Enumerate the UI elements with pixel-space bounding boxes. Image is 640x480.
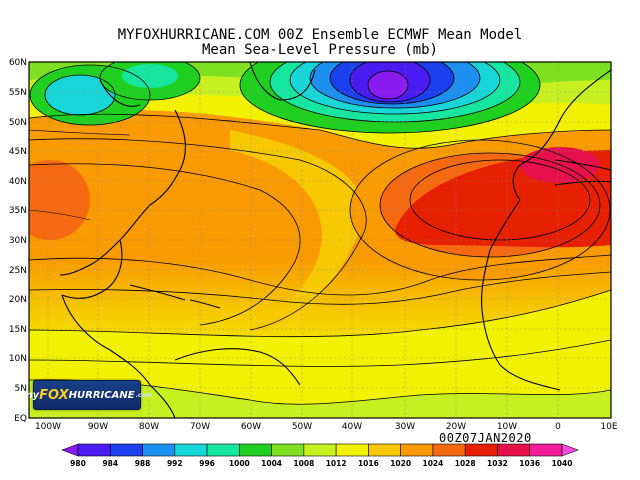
pressure-colorbar: 980 984 988 992 996 1000 1004 1008 1012 1016 1020 1…	[61, 443, 579, 468]
colorbar-label: 988	[135, 459, 151, 468]
colorbar-label: 1000	[229, 459, 250, 468]
colorbar-label: 984	[102, 459, 118, 468]
lat-label: 30N	[9, 236, 27, 246]
lon-label: 90W	[88, 422, 108, 432]
colorbar-swatch	[400, 443, 434, 457]
colorbar-label: 1004	[261, 459, 282, 468]
colorbar-label: 992	[167, 459, 183, 468]
colorbar-label: 980	[70, 459, 86, 468]
lat-label: EQ	[14, 414, 27, 424]
colorbar-label: 1012	[326, 459, 347, 468]
colorbar-label: 996	[199, 459, 215, 468]
lat-label: 40N	[9, 177, 27, 187]
lat-label: 55N	[9, 88, 27, 98]
lon-label: 30W	[395, 422, 415, 432]
lat-label: 20N	[9, 295, 27, 305]
coastlines	[29, 62, 611, 418]
lon-label: 40W	[342, 422, 362, 432]
colorbar-swatch	[368, 443, 401, 457]
lat-label: 35N	[9, 206, 27, 216]
colorbar-swatch	[77, 443, 111, 457]
lon-label: 0	[555, 422, 561, 432]
colorbar-swatch	[174, 443, 208, 457]
lat-label: 60N	[9, 58, 27, 68]
lon-label: 100W	[35, 422, 61, 432]
colorbar-label: 1036	[519, 459, 540, 468]
colorbar-swatch	[303, 443, 337, 457]
colorbar-swatch	[497, 443, 531, 457]
colorbar-arrow-high	[561, 443, 579, 457]
colorbar-label: 1032	[487, 459, 508, 468]
lat-label: 25N	[9, 266, 27, 276]
lon-label: 70W	[190, 422, 210, 432]
colorbar-swatch	[529, 443, 563, 457]
lat-label: 50N	[9, 118, 27, 128]
logo-suffix: HURRICANE	[68, 389, 135, 401]
model-run-timestamp: 00Z07JAN2020	[439, 431, 532, 445]
colorbar-label: 1028	[455, 459, 476, 468]
colorbar-label: 1016	[358, 459, 379, 468]
colorbar-swatch	[464, 443, 498, 457]
lon-label: 10E	[600, 422, 617, 432]
lon-label: 60W	[241, 422, 261, 432]
isobars	[29, 62, 611, 405]
colorbar-swatch	[271, 443, 305, 457]
colorbar-swatch	[335, 443, 369, 457]
colorbar-label: 1040	[552, 459, 573, 468]
lat-label: 10N	[9, 354, 27, 364]
lon-label: 80W	[139, 422, 159, 432]
colorbar-swatch	[239, 443, 272, 457]
colorbar-swatch	[109, 443, 143, 457]
colorbar-label: 1008	[293, 459, 314, 468]
lat-label: 5N	[15, 384, 27, 394]
logo-prefix: my	[22, 389, 40, 401]
map-title: MYFOXHURRICANE.COM 00Z Ensemble ECMWF Me…	[117, 27, 523, 43]
lon-label: 20W	[446, 422, 466, 432]
latitude-labels: 60N 55N 50N 45N 40N 35N 30N 25N 20N 15N …	[9, 58, 27, 424]
logo-domain: .com	[135, 391, 152, 399]
colorbar-swatch	[142, 443, 176, 457]
lat-label: 15N	[9, 325, 27, 335]
colorbar-swatch	[206, 443, 240, 457]
map-subtitle: Mean Sea-Level Pressure (mb)	[201, 42, 438, 58]
lon-label: 10W	[497, 422, 517, 432]
colorbar-label: 1024	[422, 459, 443, 468]
logo-brand: FOX	[39, 387, 69, 403]
pressure-field	[29, 62, 611, 418]
colorbar-arrow-low	[61, 443, 79, 457]
myfoxhurricane-logo: my FOX HURRICANE .com	[22, 380, 152, 410]
colorbar-label: 1020	[390, 459, 411, 468]
longitude-labels: 100W 90W 80W 70W 60W 50W 40W 30W 20W 10W…	[35, 422, 618, 432]
colorbar-swatch	[432, 443, 466, 457]
lon-label: 50W	[292, 422, 312, 432]
lat-label: 45N	[9, 147, 27, 157]
graticule	[29, 62, 611, 418]
map-frame	[28, 61, 612, 419]
